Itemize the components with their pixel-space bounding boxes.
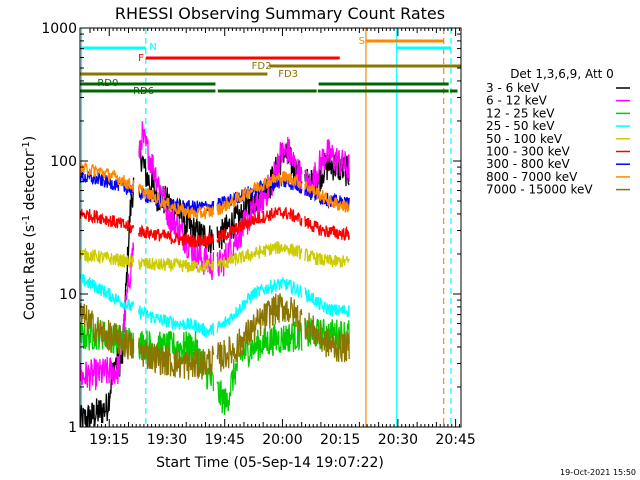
flag-bar-n: N xyxy=(80,42,451,53)
x-tick-label: 20:15 xyxy=(320,432,360,448)
x-tick-label: 20:00 xyxy=(262,432,302,448)
flag-bar-fd3: FD3 xyxy=(80,69,298,80)
x-axis-label: Start Time (05-Sep-14 19:07:22) xyxy=(156,455,384,471)
legend-label-6: 300 - 800 keV xyxy=(486,157,570,171)
series-line-4 xyxy=(80,241,350,274)
legend-label-8: 7000 - 15000 keV xyxy=(486,183,593,197)
series-line-6 xyxy=(80,170,350,215)
flag-label-f: F xyxy=(138,53,144,64)
y-tick-label: 1 xyxy=(68,420,77,436)
flag-label-n: N xyxy=(149,42,156,53)
flag-label-rd6: RD6 xyxy=(133,86,154,97)
series-lines xyxy=(80,121,350,427)
legend-label-1: 6 - 12 keV xyxy=(486,94,548,108)
legend-label-7: 800 - 7000 keV xyxy=(486,170,578,184)
flag-bar-s: S xyxy=(359,36,444,47)
y-axis-label: Count Rate (s-1 detector-1) xyxy=(21,136,38,320)
x-tick-label: 19:30 xyxy=(147,432,187,448)
series-line-1 xyxy=(80,121,350,391)
legend-label-3: 25 - 50 keV xyxy=(486,119,555,133)
flag-label-rd0: RD0 xyxy=(97,78,118,89)
legend-label-5: 100 - 300 keV xyxy=(486,145,570,159)
legend-label-2: 12 - 25 keV xyxy=(486,106,555,120)
series-line-8 xyxy=(80,293,350,380)
x-tick-label: 19:45 xyxy=(205,432,245,448)
y-axis: 1 10 100 1000 xyxy=(41,21,461,436)
flag-label-fd2: FD2 xyxy=(252,61,272,72)
y-tick-label: 100 xyxy=(50,154,77,170)
series-line-5 xyxy=(80,205,350,248)
series-line-7 xyxy=(80,161,350,220)
series-line-3 xyxy=(80,273,350,338)
flag-label-s: S xyxy=(359,36,365,47)
vertical-markers xyxy=(80,28,452,427)
x-tick-label: 20:45 xyxy=(435,432,475,448)
y-tick-label: 1000 xyxy=(41,21,77,37)
legend-header: Det 1,3,6,9, Att 0 xyxy=(510,67,614,81)
flag-bar-rd0: RD0 xyxy=(80,78,449,89)
flag-bars: N S F FD2 FD3 RD0 RD6 xyxy=(80,36,461,97)
flag-bar-rd6: RD6 xyxy=(80,86,458,97)
flag-bar-fd2: FD2 xyxy=(252,61,461,72)
chart-title: RHESSI Observing Summary Count Rates xyxy=(115,4,445,23)
footer-date: 19-Oct-2021 15:50 xyxy=(560,468,636,477)
series-line-2 xyxy=(80,318,350,416)
flag-label-fd3: FD3 xyxy=(278,69,298,80)
legend-label-0: 3 - 6 keV xyxy=(486,81,540,95)
x-tick-label: 19:15 xyxy=(89,432,129,448)
legend-label-4: 50 - 100 keV xyxy=(486,132,563,146)
x-axis: 19:15 19:30 19:45 20:00 20:15 20:30 20:45 xyxy=(89,28,476,448)
flag-bar-f: F xyxy=(138,53,340,64)
x-tick-label: 20:30 xyxy=(378,432,418,448)
y-tick-label: 10 xyxy=(59,287,77,303)
